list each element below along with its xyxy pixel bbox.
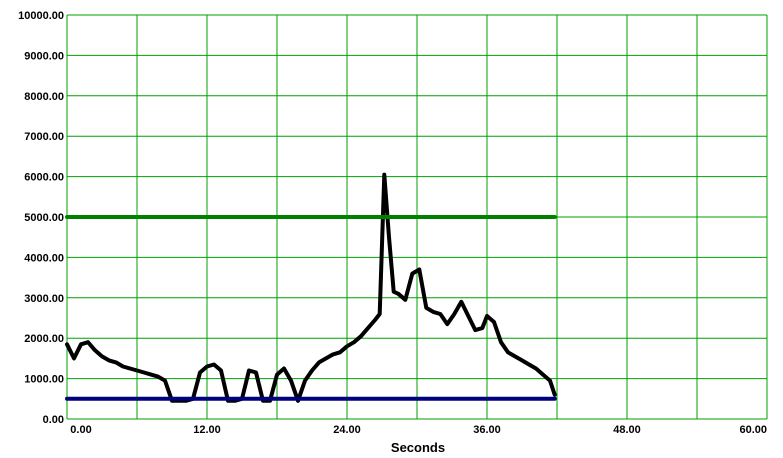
x-tick-label: 24.00	[333, 424, 361, 436]
series-layer	[65, 172, 557, 403]
y-tick-label: 7000.00	[24, 131, 64, 143]
y-tick-label: 5000.00	[24, 212, 64, 224]
y-tick-label: 6000.00	[24, 172, 64, 184]
x-tick-label: 48.00	[613, 424, 641, 436]
y-tick-label: 4000.00	[24, 252, 64, 264]
grid	[66, 14, 768, 420]
x-axis-title: Seconds	[391, 440, 445, 455]
y-tick-label: 3000.00	[24, 293, 64, 305]
x-tick-label: 12.00	[193, 424, 221, 436]
y-tick-label: 0.00	[43, 414, 64, 426]
x-tick-label: 36.00	[473, 424, 501, 436]
x-tick-label: 60.00	[739, 424, 767, 436]
y-axis-tick-labels: 0.00 1000.00 2000.00 3000.00 4000.00 5000.00 6…	[18, 10, 64, 426]
y-tick-label: 1000.00	[24, 374, 64, 386]
y-tick-label: 9000.00	[24, 50, 64, 62]
series-line-signal	[65, 172, 557, 403]
y-tick-label: 2000.00	[24, 333, 64, 345]
x-tick-label: 0.00	[70, 424, 91, 436]
y-tick-label: 10000.00	[18, 10, 64, 22]
x-axis-tick-labels: 0.00 12.00 24.00 36.00 48.00 60.00	[70, 424, 767, 436]
y-tick-label: 8000.00	[24, 91, 64, 103]
